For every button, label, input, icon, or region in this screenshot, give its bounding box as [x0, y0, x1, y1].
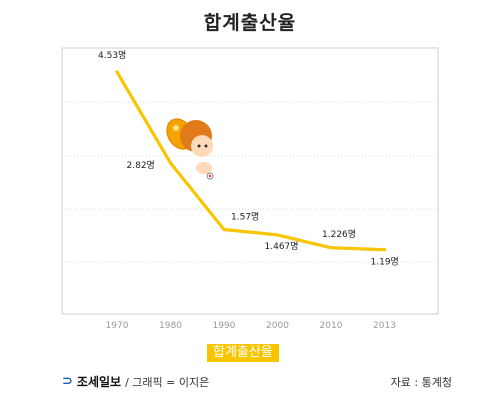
- x-tick-2000: 2000: [266, 321, 289, 331]
- graphic-credit: / 그래픽 = 이지은: [125, 375, 210, 389]
- data-point-2013: [382, 248, 387, 252]
- chart-title: 합계출산율: [203, 12, 297, 34]
- logo-icon: ⊃: [62, 374, 73, 389]
- x-tick-1970: 1970: [106, 321, 129, 331]
- data-label-1970: 4.53명: [98, 50, 126, 61]
- cartoon-character: [166, 118, 214, 180]
- footer-credit: ⊃ 조세일보 / 그래픽 = 이지은: [62, 373, 209, 390]
- plot-frame: [61, 47, 439, 315]
- data-point-1980: [168, 161, 173, 165]
- data-point-2010: [329, 246, 333, 250]
- brand-name: 조세일보: [76, 375, 122, 389]
- data-point-2000: [275, 233, 280, 237]
- x-tick-2010: 2010: [320, 321, 343, 331]
- legend-label: 합계출산율: [207, 344, 279, 362]
- x-tick-1980: 1980: [159, 321, 182, 331]
- data-point-1970: [115, 70, 119, 74]
- x-tick-2013: 2013: [373, 321, 396, 331]
- series-line: [115, 70, 387, 252]
- data-label-2013: 1.19명: [371, 257, 399, 268]
- data-point-1990: [222, 227, 226, 232]
- data-label-2010: 1.226명: [322, 229, 356, 240]
- data-label-2000: 1.467명: [265, 241, 299, 252]
- data-label-1980: 2.82명: [127, 160, 155, 171]
- source-note: 자료 : 통계청: [390, 376, 452, 389]
- x-tick-1990: 1990: [213, 321, 236, 331]
- data-label-1990: 1.57명: [231, 211, 259, 222]
